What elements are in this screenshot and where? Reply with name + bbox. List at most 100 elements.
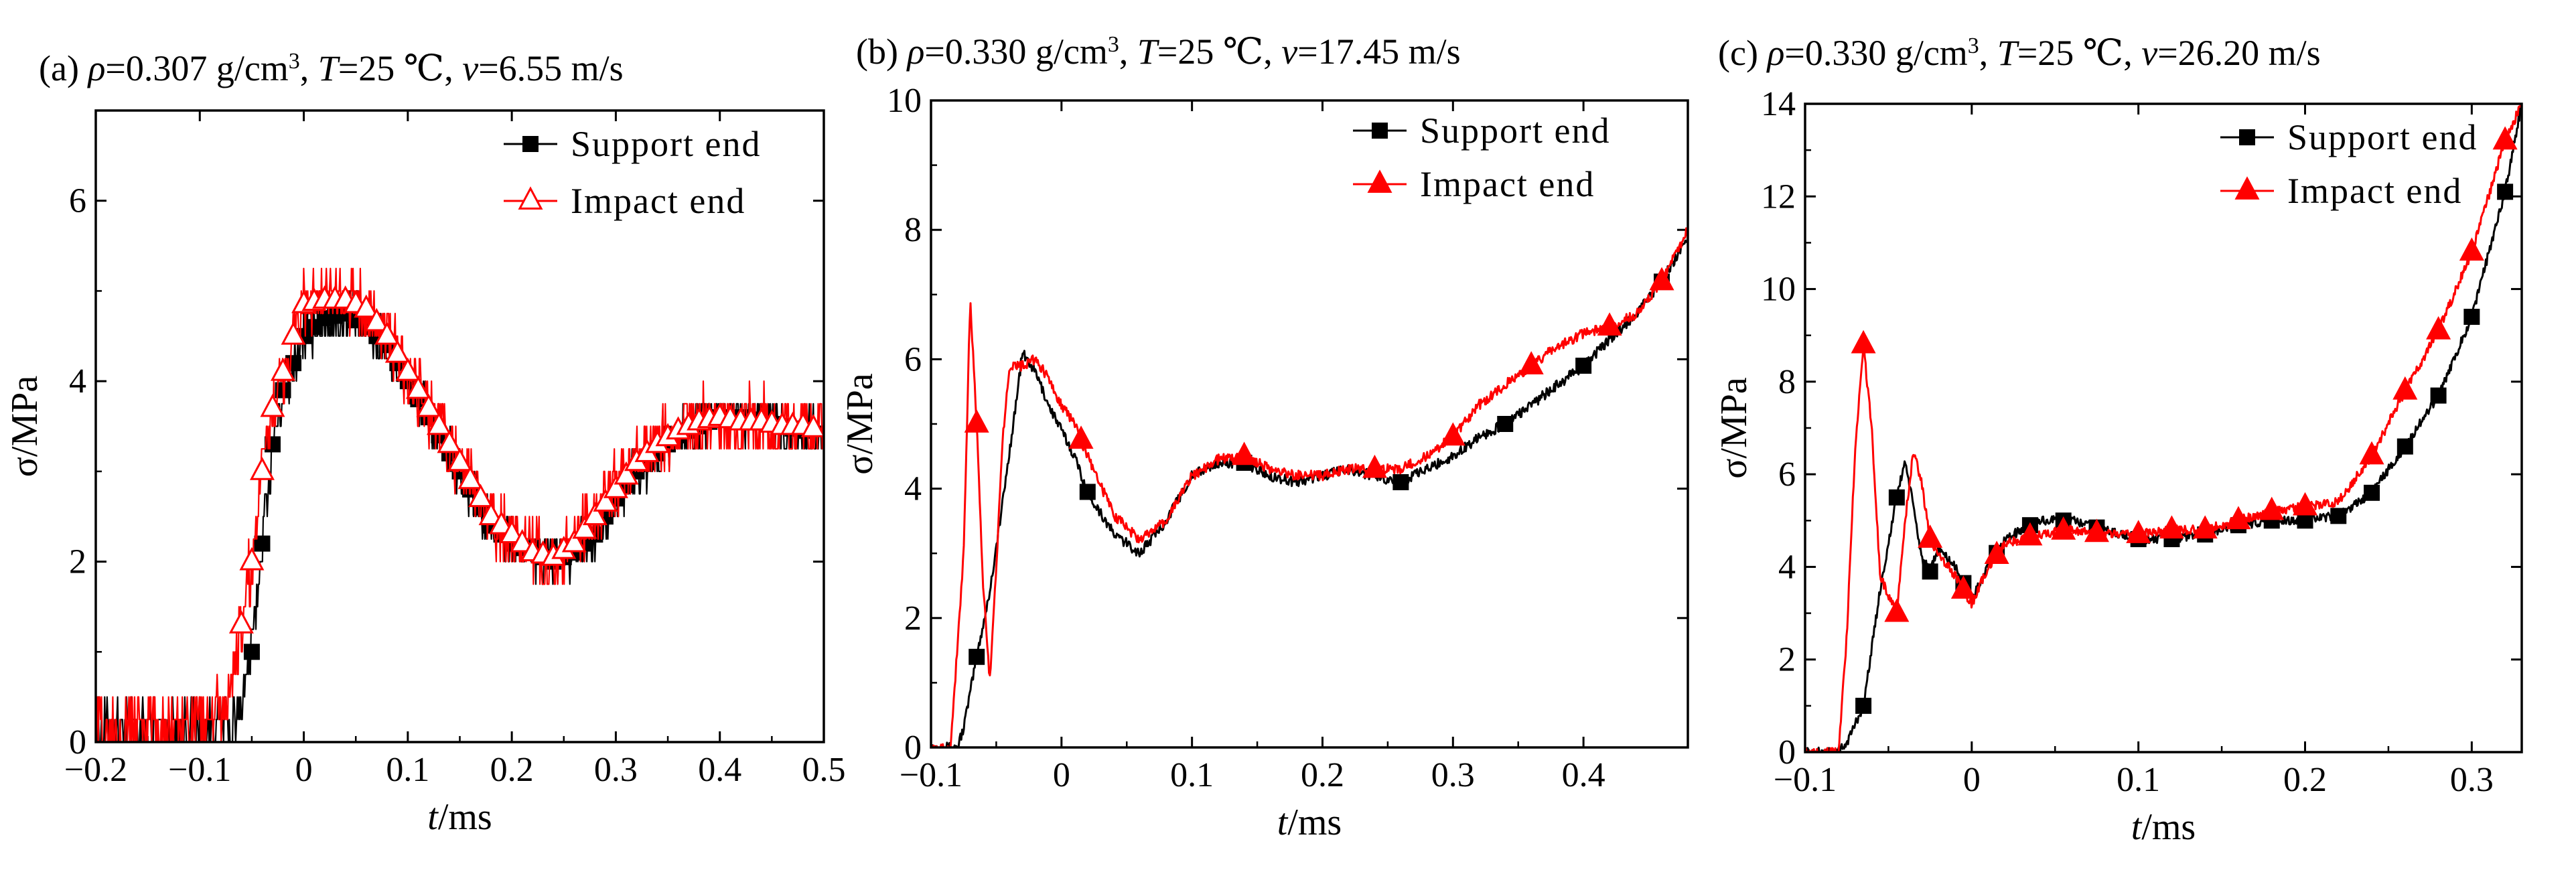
data-marker-support-end [2430, 387, 2447, 404]
data-marker-impact-end [2359, 441, 2384, 465]
legend-marker [2234, 176, 2260, 200]
y-tick-label: 8 [904, 211, 922, 249]
data-marker-support-end [264, 436, 281, 453]
data-marker-impact-end [2084, 518, 2109, 542]
x-tick-label: 0.4 [1562, 756, 1605, 794]
data-marker-impact-end [384, 339, 410, 363]
series-line-impact-end [96, 267, 824, 742]
data-marker-impact-end [426, 411, 451, 435]
x-tick-label: 0.2 [2283, 761, 2327, 799]
x-tick-label: 0.3 [1431, 756, 1475, 794]
legend-label: Support end [571, 124, 762, 164]
data-marker-impact-end [447, 447, 472, 472]
y-tick-label: 4 [1778, 548, 1796, 586]
y-tick-label: 8 [1778, 363, 1796, 401]
y-tick-label: 0 [904, 729, 922, 767]
data-marker-support-end [969, 648, 985, 665]
y-axis-label: σ/MPa [1713, 377, 1755, 479]
data-marker-impact-end [374, 321, 400, 345]
y-tick-label: 2 [904, 599, 922, 638]
legend-label: Impact end [571, 181, 745, 221]
y-tick-label: 2 [69, 543, 86, 581]
data-marker-impact-end [572, 515, 597, 539]
legend: Support end Impact end [2220, 117, 2478, 211]
data-marker-impact-end [2051, 516, 2076, 540]
data-marker-impact-end [239, 547, 265, 571]
x-tick-label: 0.4 [698, 751, 741, 789]
x-tick-label: 0.2 [490, 751, 534, 789]
x-tick-label: −0.1 [900, 756, 962, 794]
legend-marker [1372, 123, 1388, 139]
x-tick-label: 0.1 [2117, 761, 2160, 799]
data-marker-impact-end [1649, 267, 1674, 291]
data-marker-impact-end [1068, 425, 1094, 449]
data-marker-impact-end [2459, 237, 2484, 261]
y-tick-label: 2 [1778, 641, 1796, 679]
chart-panel-b: (b) ρ=0.330 g/cm3, T=25 ℃, v=17.45 m/s −0… [839, 31, 1689, 843]
x-tick-label: 0.1 [1170, 756, 1214, 794]
panel-title: (b) ρ=0.330 g/cm3, T=25 ℃, v=17.45 m/s [856, 31, 1461, 72]
plot-area [931, 227, 1688, 747]
legend-label: Support end [2287, 117, 2478, 157]
data-marker-support-end [2497, 184, 2514, 200]
x-tick-label: −0.1 [1774, 761, 1837, 799]
data-marker-impact-end [1362, 454, 1387, 478]
y-tick-label: 6 [69, 182, 86, 220]
y-tick-label: 0 [69, 723, 86, 762]
legend: Support end Impact end [504, 124, 762, 221]
data-marker-impact-end [405, 375, 431, 399]
x-tick-label: 0 [1053, 756, 1070, 794]
y-tick-label: 0 [1778, 733, 1796, 772]
x-tick-label: 0.1 [386, 751, 429, 789]
y-axis-label: σ/MPa [839, 373, 881, 475]
data-marker-impact-end [1918, 524, 1943, 548]
data-marker-impact-end [437, 429, 462, 453]
data-marker-impact-end [2192, 515, 2218, 539]
series-line-support-end [931, 236, 1688, 747]
x-tick-label: 0.2 [1301, 756, 1344, 794]
data-marker-impact-end [228, 610, 254, 634]
x-axis-label: t/ms [1277, 802, 1342, 843]
data-marker-impact-end [2293, 492, 2318, 516]
x-tick-label: −0.2 [64, 751, 127, 789]
data-marker-impact-end [1984, 540, 2009, 565]
plot-frame [930, 99, 1689, 749]
legend-label: Impact end [2287, 171, 2462, 211]
data-marker-impact-end [2017, 522, 2043, 546]
legend-label: Impact end [1420, 164, 1595, 204]
data-marker-support-end [1392, 474, 1409, 490]
legend-marker [522, 136, 539, 152]
data-marker-impact-end [593, 488, 618, 512]
y-tick-label: 10 [887, 82, 922, 120]
data-marker-impact-end [1851, 330, 1876, 354]
chart-panel-a: (a) ρ=0.307 g/cm3, T=25 ℃, v=6.55 m/s −0.… [4, 48, 846, 838]
legend-label: Support end [1420, 111, 1611, 151]
plot-area [96, 267, 824, 742]
x-tick-label: 0 [295, 751, 313, 789]
series-line-impact-end [932, 227, 1688, 747]
data-marker-support-end [1079, 484, 1096, 500]
legend: Support end Impact end [1353, 111, 1611, 204]
plot-frame [94, 109, 825, 743]
y-tick-label: 10 [1761, 271, 1796, 309]
data-marker-impact-end [614, 461, 639, 485]
legend-marker [518, 186, 543, 210]
data-marker-impact-end [1884, 598, 1910, 622]
data-marker-impact-end [489, 510, 514, 534]
legend-marker [2239, 129, 2255, 145]
data-marker-impact-end [1440, 422, 1465, 446]
data-marker-impact-end [603, 475, 628, 498]
y-tick-label: 12 [1761, 177, 1796, 216]
x-tick-label: 0 [1963, 761, 1981, 799]
data-marker-support-end [2330, 508, 2347, 524]
data-marker-support-end [2364, 484, 2380, 501]
data-marker-impact-end [499, 520, 524, 544]
x-axis-label: t/ms [2131, 806, 2196, 848]
data-marker-impact-end [1232, 441, 1257, 465]
data-marker-impact-end [1950, 575, 1976, 599]
data-marker-impact-end [2226, 506, 2251, 530]
data-marker-impact-end [964, 409, 989, 433]
data-marker-impact-end [364, 307, 389, 332]
data-marker-impact-end [1597, 312, 1622, 336]
